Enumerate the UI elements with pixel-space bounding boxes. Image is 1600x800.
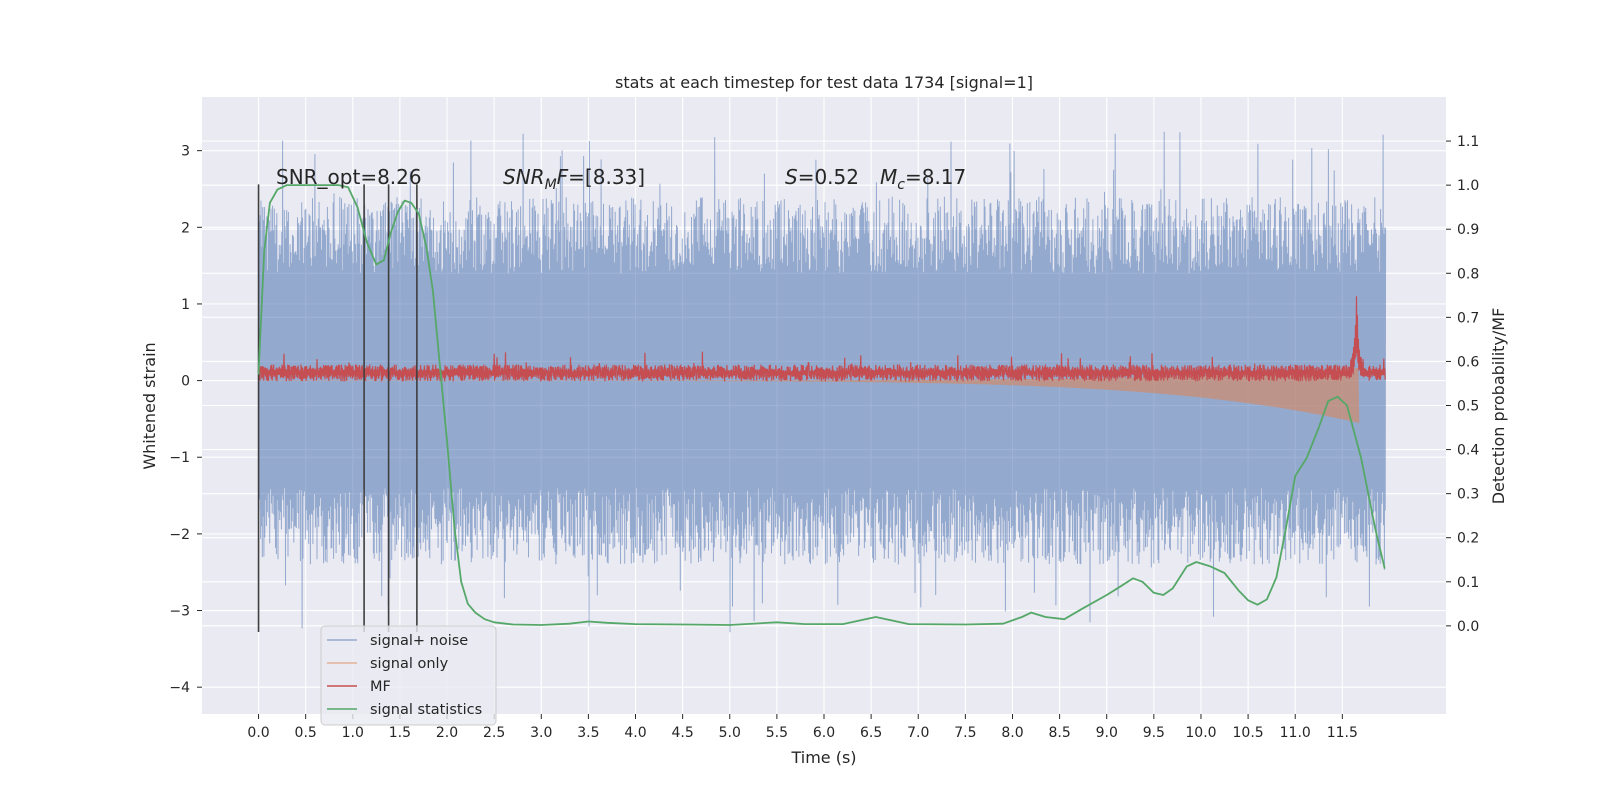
y2-tick-label: 1.0 [1457,178,1479,194]
x-tick-labels: 0.0 0.5 1.0 1.5 2.0 2.5 3.0 3.5 4.0 4.5 5.0 5.5 6.0 6… [247,714,1358,741]
y2-tick-label: 0.4 [1457,443,1479,459]
y2-tick-label: 0.0 [1457,619,1479,635]
y2-axis-title: Detection probability/MF [1489,308,1508,505]
y2-tick-labels: 1.1 1.0 0.9 0.8 0.7 0.6 0.5 0.4 0.3 0.2 0.1 0.0 [1446,134,1479,635]
y2-tick-label: 0.7 [1457,310,1479,326]
annotation-snr-mf-name: SNR [503,165,545,189]
y2-tick-label: 0.1 [1457,575,1479,591]
series-signal [258,367,1360,424]
y2-tick-label: 0.3 [1457,487,1479,503]
y-tick-label: −4 [169,680,190,696]
marker-lines [257,184,418,632]
x-tick-label: 6.5 [860,725,882,741]
y-tick-label: −2 [169,527,190,543]
x-tick-label: 4.5 [672,725,694,741]
x-tick-label: 10.0 [1185,725,1216,741]
annotation-snr-mf-sub: M [545,177,557,193]
x-tick-label: 5.5 [766,725,788,741]
x-tick-label: 0.5 [295,725,317,741]
x-tick-label: 8.5 [1048,725,1070,741]
x-tick-label: 7.0 [907,725,929,741]
x-tick-label: 3.0 [530,725,552,741]
x-tick-label: 11.0 [1280,725,1311,741]
legend-box [320,625,497,726]
signal-trace [258,367,1360,424]
annotation-snr-mf: SNRMF=[8.33] [503,165,645,193]
series-noise [258,131,1387,633]
x-tick-label: 2.0 [436,725,458,741]
annotation-snr-opt: SNR_opt=8.26 [276,165,422,189]
y-tick-label: 0 [181,374,190,390]
y-tick-label: −3 [169,604,190,620]
x-tick-label: 8.0 [1001,725,1023,741]
y-tick-label: 3 [181,144,190,160]
x-axis-title: Time (s) [790,748,856,767]
y2-tick-label: 0.9 [1457,222,1479,238]
y2-tick-label: 0.5 [1457,399,1479,415]
legend-label-noise: signal+ noise [370,633,468,649]
x-tick-label: 9.5 [1143,725,1165,741]
series-mf [257,296,1386,382]
series-stats [257,184,1386,626]
x-tick-label: 5.0 [719,725,741,741]
x-tick-label: 1.5 [389,725,411,741]
annotation-mc-value: =8.17 [905,165,966,189]
chart-title: stats at each timestep for test data 173… [615,73,1033,92]
x-tick-label: 4.0 [624,725,646,741]
x-tick-label: 10.5 [1233,725,1264,741]
annotation-s-name: S [785,165,798,189]
x-tick-label: 3.5 [577,725,599,741]
y2-tick-label: 0.6 [1457,354,1479,370]
annotation-mc-name: M [880,165,897,189]
y-tick-label: 1 [181,297,190,313]
x-tick-label: 2.5 [483,725,505,741]
x-tick-label: 6.0 [813,725,835,741]
annotation-s-value: =0.52 [798,165,859,189]
legend-label-signal: signal only [370,656,449,672]
annotation-snr-mf-suffix: F [557,165,569,189]
x-tick-label: 9.0 [1096,725,1118,741]
y-axis-title: Whitened strain [140,342,159,469]
mf-trace [257,296,1386,382]
y-tick-label: −1 [169,450,190,466]
noise-trace [258,131,1387,633]
x-tick-label: 0.0 [247,725,269,741]
y-tick-label: 2 [181,220,190,236]
annotation-mc-sub: c [897,177,905,193]
legend-label-stats: signal statistics [370,702,482,718]
x-tick-label: 1.0 [342,725,364,741]
y2-tick-label: 0.8 [1457,266,1479,282]
signal-statistics-line [257,184,1386,626]
y2-tick-label: 0.2 [1457,531,1479,547]
y2-tick-label: 1.1 [1457,134,1479,150]
x-tick-label: 7.5 [954,725,976,741]
legend-label-mf: MF [370,679,391,695]
annotation-s: S=0.52 [785,165,859,189]
annotation-mc: Mc=8.17 [880,165,966,193]
annotation-snr-mf-value: =[8.33] [568,165,645,189]
legend: signal+ noise signal only MF signal stat… [320,625,497,726]
x-tick-label: 11.5 [1327,725,1358,741]
y-tick-labels: 3 2 1 0 −1 −2 −3 −4 [169,144,202,696]
